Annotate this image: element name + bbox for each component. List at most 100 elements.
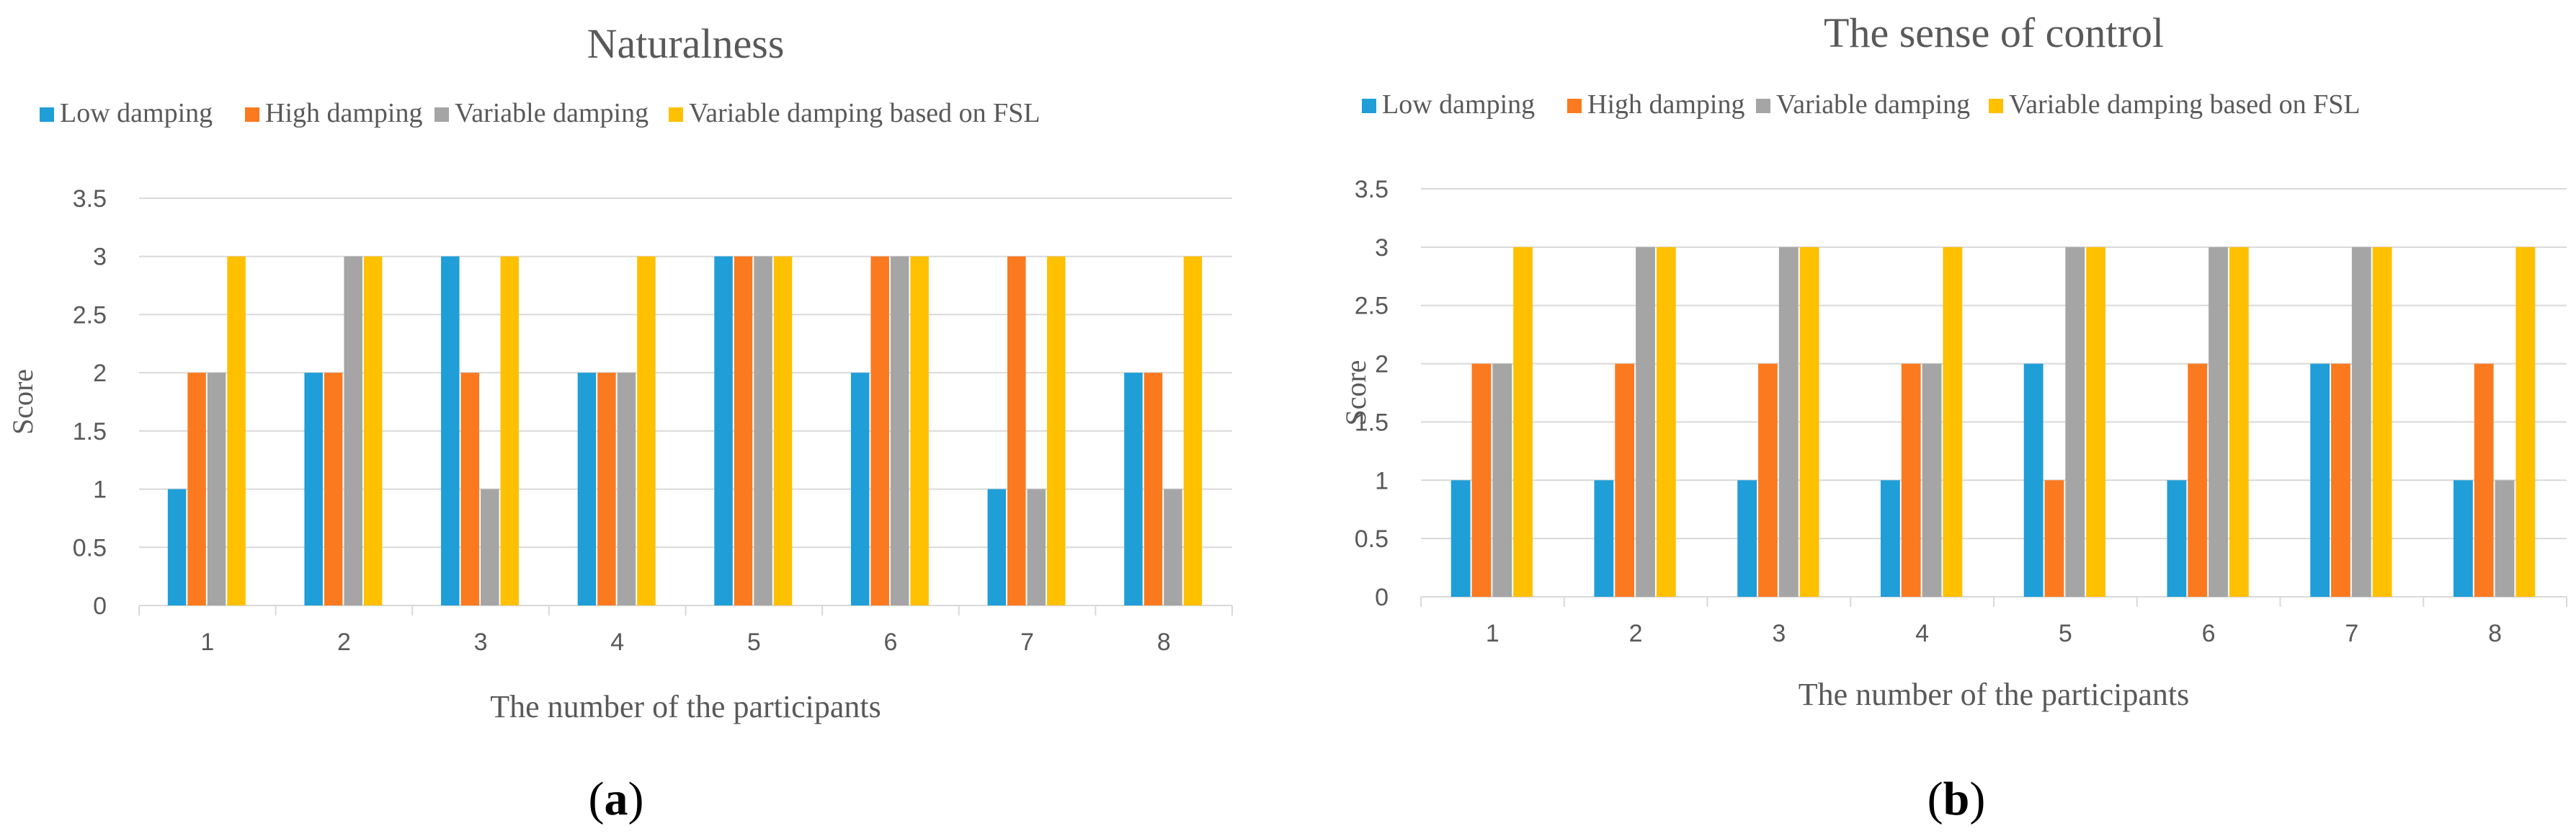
legend-swatch <box>245 107 259 122</box>
y-tick-label: 0 <box>1375 584 1389 611</box>
panel-label: (a) <box>589 773 644 825</box>
bars: 1 2 3 4 5 6 7 8 <box>138 256 1233 656</box>
legend: Low damping High damping Variable damping V… <box>40 98 1040 128</box>
y-tick-label: 2 <box>93 360 107 387</box>
legend-item: High damping <box>265 98 422 128</box>
chart-title: The sense of control <box>1824 9 2164 56</box>
x-tick-label: 6 <box>883 629 897 656</box>
legend-item: Variable damping based on FSL <box>2009 89 2361 120</box>
bar <box>1636 247 1655 597</box>
legend-item: Variable damping <box>455 98 649 128</box>
y-tick-label: 2.5 <box>1355 293 1389 320</box>
bar <box>2372 247 2392 597</box>
bar <box>167 489 187 605</box>
x-tick-label: 3 <box>1772 620 1786 647</box>
bar <box>227 256 246 605</box>
bar <box>460 373 480 605</box>
x-tick-label: 2 <box>337 629 351 656</box>
y-axis-title: Score <box>6 369 39 435</box>
bar <box>1047 256 1066 605</box>
bar <box>1492 363 1512 597</box>
panel-letter: a <box>605 773 628 825</box>
bar <box>1124 373 1143 605</box>
y-axis-title: Score <box>1340 360 1372 425</box>
legend-swatch <box>1567 99 1582 113</box>
legend-item: Low damping <box>60 98 213 128</box>
bar <box>2167 480 2187 597</box>
y-tick-label: 3 <box>93 244 107 271</box>
x-tick-label: 8 <box>1157 629 1171 656</box>
bar <box>2310 363 2330 597</box>
bar <box>1922 363 1942 597</box>
x-tick-label: 5 <box>747 629 761 656</box>
x-tick-label: 6 <box>2202 620 2216 647</box>
bar <box>1778 247 1799 597</box>
bar <box>1901 363 1921 597</box>
bar <box>2351 247 2371 597</box>
x-axis-title: The number of the participants <box>490 689 881 724</box>
legend-swatch <box>40 107 54 122</box>
bar <box>2209 247 2228 597</box>
x-tick-label: 5 <box>2059 620 2072 647</box>
legend: Low damping High damping Variable damping V… <box>1362 89 2361 120</box>
bar <box>890 256 909 605</box>
bar <box>773 256 793 605</box>
bar <box>1144 373 1163 605</box>
bar <box>363 256 383 605</box>
bar <box>2023 363 2044 597</box>
bar <box>1737 480 1757 597</box>
chart-a: Naturalness Low damping High damping Variab… <box>6 20 1233 825</box>
y-tick-label: 0.5 <box>1355 525 1389 553</box>
panel-label: (b) <box>1927 773 1986 825</box>
legend-swatch <box>1756 99 1770 113</box>
bar <box>910 256 929 605</box>
chart-b: The sense of control Low damping High damp… <box>1340 9 2567 825</box>
bar <box>577 373 597 605</box>
bar <box>850 373 870 605</box>
bar <box>1799 247 1819 597</box>
legend-item: Variable damping <box>1776 89 1970 120</box>
bar <box>870 256 889 605</box>
y-tick-label: 2.5 <box>73 301 107 329</box>
bar <box>2515 247 2536 597</box>
bar <box>1450 480 1471 597</box>
bar <box>2086 247 2106 597</box>
bar <box>1471 363 1492 597</box>
x-tick-label: 4 <box>610 629 624 656</box>
bar <box>734 256 753 605</box>
bar <box>2044 480 2064 597</box>
bar <box>481 489 499 605</box>
legend-item: High damping <box>1587 89 1744 120</box>
bar <box>1594 480 1614 597</box>
legend-swatch <box>669 107 683 122</box>
bar <box>1513 247 1533 597</box>
bar <box>2453 480 2473 597</box>
y-tick-label: 0.5 <box>73 534 107 561</box>
bars: 1 2 3 4 5 6 7 8 <box>1420 247 2567 647</box>
bar <box>441 256 460 605</box>
bar <box>754 256 772 605</box>
bar <box>2474 363 2494 597</box>
bar <box>1027 489 1046 605</box>
bar <box>344 256 362 605</box>
x-tick-label: 3 <box>474 629 488 656</box>
bar <box>304 373 323 605</box>
bar <box>1880 480 1900 597</box>
y-tick-label: 3 <box>1375 234 1389 262</box>
bar <box>2188 363 2208 597</box>
bar <box>1164 489 1182 605</box>
bar <box>1007 256 1026 605</box>
bar <box>1758 363 1778 597</box>
bar <box>597 373 616 605</box>
legend-swatch <box>434 107 449 122</box>
bar <box>2495 480 2515 597</box>
bar <box>187 373 206 605</box>
x-tick-label: 8 <box>2488 620 2502 647</box>
bar <box>324 373 343 605</box>
y-tick-label: 1 <box>93 476 107 504</box>
bar <box>207 373 226 605</box>
y-tick-label: 3.5 <box>73 185 107 213</box>
legend-item: Low damping <box>1382 89 1535 120</box>
bar <box>637 256 656 605</box>
